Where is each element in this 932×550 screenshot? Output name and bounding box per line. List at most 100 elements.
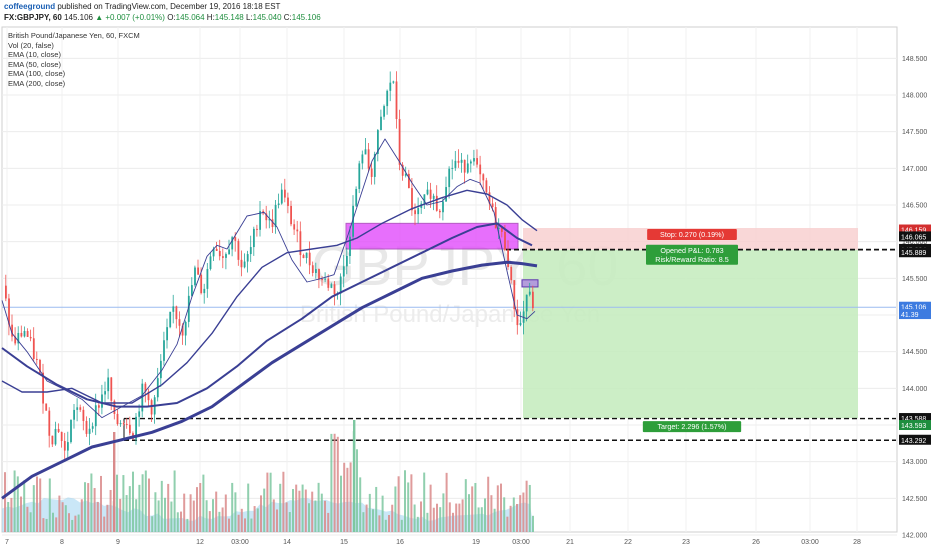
volume-bar bbox=[429, 484, 432, 532]
candle-body bbox=[122, 423, 125, 425]
volume-bar bbox=[80, 499, 83, 532]
candle-body bbox=[135, 416, 137, 439]
candle-body bbox=[349, 236, 351, 256]
y-tick-label: 147.000 bbox=[902, 166, 927, 173]
target-label: Target: 2.296 (1.57%) bbox=[657, 422, 726, 431]
candle-body bbox=[32, 338, 35, 359]
volume-bar bbox=[244, 518, 246, 532]
last-price: 145.106 bbox=[64, 13, 93, 22]
volume-bar bbox=[77, 514, 80, 532]
legend-item[interactable]: EMA (200, close) bbox=[8, 78, 66, 88]
price-axis-label: 146.065 bbox=[901, 234, 926, 241]
volume-bar bbox=[253, 506, 256, 532]
ema-line bbox=[1, 260, 538, 500]
candle-body bbox=[73, 409, 75, 420]
candle-body bbox=[525, 294, 528, 312]
volume-bar bbox=[522, 492, 525, 532]
volume-bar bbox=[442, 493, 445, 532]
volume-bar bbox=[52, 512, 54, 532]
candle-body bbox=[181, 325, 184, 336]
volume-bar bbox=[343, 462, 346, 532]
volume-bar bbox=[474, 483, 477, 532]
volume-bar bbox=[132, 471, 134, 532]
volume-bar bbox=[48, 478, 51, 532]
volume-bar bbox=[314, 500, 317, 532]
candle-body bbox=[150, 400, 153, 415]
price-axis-label: 143.292 bbox=[901, 438, 926, 445]
volume-bar bbox=[141, 474, 144, 532]
stop-label: Stop: 0.270 (0.19%) bbox=[660, 230, 724, 239]
candle-body bbox=[82, 409, 85, 421]
ohlc-o-label: O: bbox=[167, 13, 176, 22]
volume-bar bbox=[452, 512, 454, 532]
volume-bar bbox=[410, 474, 413, 532]
volume-bar bbox=[180, 511, 182, 532]
price-axis-label-bg bbox=[899, 231, 931, 242]
publisher-name[interactable]: coffeeground bbox=[4, 2, 56, 11]
candle-body bbox=[113, 400, 116, 414]
volume-bar bbox=[256, 508, 259, 532]
volume-bar bbox=[458, 503, 461, 532]
candle-body bbox=[228, 249, 230, 255]
publish-line: coffeeground published on TradingView.co… bbox=[4, 2, 280, 11]
volume-bar bbox=[516, 504, 518, 532]
volume-bar bbox=[362, 512, 365, 532]
volume-bar bbox=[176, 512, 179, 532]
volume-bar bbox=[116, 474, 118, 532]
y-tick-label: 148.500 bbox=[902, 56, 927, 63]
candle-body bbox=[160, 360, 162, 379]
price-axis-label-bg bbox=[899, 247, 931, 258]
price-axis-label-bg bbox=[899, 420, 931, 431]
legend-item[interactable]: EMA (10, close) bbox=[8, 50, 61, 59]
ohlc-l-value: 145.040 bbox=[252, 13, 282, 22]
candle-body bbox=[225, 254, 227, 258]
symbol-label[interactable]: FX:GBPJPY, 60 bbox=[4, 13, 62, 22]
volume-bar bbox=[426, 512, 429, 532]
candle-body bbox=[284, 189, 286, 198]
candle-body bbox=[429, 189, 432, 199]
legend-item[interactable]: EMA (50, close) bbox=[8, 59, 61, 69]
volume-bar bbox=[288, 512, 291, 532]
candle-body bbox=[85, 420, 88, 434]
chart-header: coffeeground published on TradingView.co… bbox=[0, 0, 932, 26]
volume-bar bbox=[528, 484, 531, 532]
volume-bar bbox=[231, 482, 234, 532]
candle-body bbox=[439, 210, 441, 213]
volume-bar bbox=[7, 502, 10, 532]
candle-body bbox=[243, 261, 246, 268]
candle-body bbox=[448, 168, 451, 188]
volume-bar bbox=[240, 508, 243, 532]
candle-body bbox=[408, 173, 410, 189]
price-axis-label-bg bbox=[899, 224, 931, 235]
price-axis-label: 145.106 bbox=[901, 305, 926, 312]
legend-item[interactable]: EMA (100, close) bbox=[8, 69, 66, 78]
x-tick-label: 26 bbox=[752, 539, 760, 546]
volume-bar bbox=[74, 515, 77, 532]
volume-bar bbox=[202, 474, 205, 532]
candle-body bbox=[327, 278, 330, 288]
volume-bar bbox=[276, 509, 278, 532]
candle-body bbox=[435, 195, 438, 211]
candle-body bbox=[194, 267, 196, 286]
volume-bar bbox=[391, 504, 394, 532]
volume-bar bbox=[167, 483, 170, 532]
candle-body bbox=[246, 254, 249, 262]
volume-bar bbox=[58, 495, 61, 532]
legend-item[interactable]: Vol (20, false) bbox=[8, 40, 54, 50]
candle-body bbox=[398, 119, 401, 165]
volume-bar bbox=[164, 497, 166, 532]
candle-body bbox=[466, 163, 469, 173]
x-tick-label: 15 bbox=[340, 539, 348, 546]
candle-body bbox=[166, 327, 168, 341]
legend-item[interactable]: British Pound/Japanese Yen, 60, FXCM bbox=[8, 31, 140, 40]
volume-bar bbox=[295, 484, 298, 532]
volume-bar bbox=[29, 512, 32, 532]
volume-bar bbox=[484, 498, 486, 532]
candle-body bbox=[94, 405, 97, 427]
volume-bar bbox=[100, 475, 102, 532]
candle-body bbox=[54, 428, 57, 445]
candle-body bbox=[45, 403, 48, 411]
volume-bar bbox=[4, 472, 6, 532]
candle-body bbox=[423, 194, 426, 204]
